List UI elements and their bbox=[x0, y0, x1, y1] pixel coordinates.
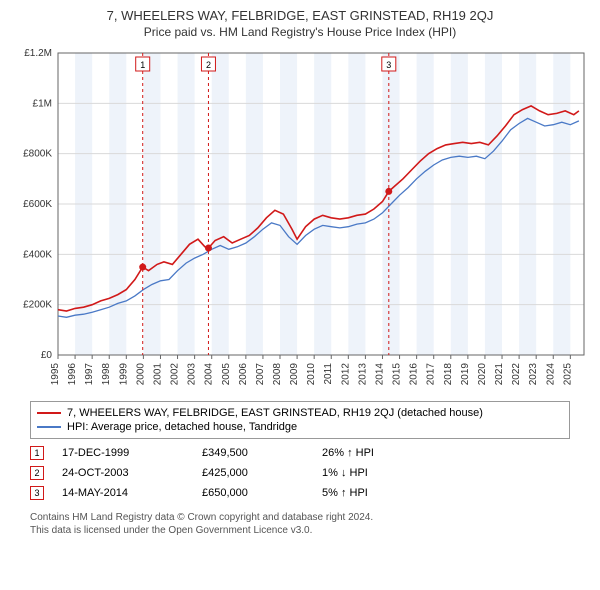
svg-text:2016: 2016 bbox=[409, 363, 420, 386]
sale-event-row: 1 17-DEC-1999£349,50026% ↑ HPI bbox=[30, 443, 590, 463]
svg-text:1995: 1995 bbox=[50, 363, 61, 386]
svg-text:2001: 2001 bbox=[152, 363, 163, 386]
svg-text:2: 2 bbox=[206, 60, 211, 70]
legend-label: HPI: Average price, detached house, Tand… bbox=[67, 421, 297, 433]
event-price: £650,000 bbox=[202, 487, 322, 499]
svg-text:2013: 2013 bbox=[357, 363, 368, 386]
svg-text:£800K: £800K bbox=[23, 149, 52, 160]
event-vs-hpi: 26% ↑ HPI bbox=[322, 447, 374, 459]
legend-row: HPI: Average price, detached house, Tand… bbox=[37, 420, 563, 434]
svg-text:1998: 1998 bbox=[101, 363, 112, 386]
svg-text:2014: 2014 bbox=[374, 363, 385, 386]
svg-text:2019: 2019 bbox=[460, 363, 471, 386]
svg-text:2010: 2010 bbox=[306, 363, 317, 386]
event-marker-icon: 1 bbox=[30, 446, 44, 460]
svg-text:1999: 1999 bbox=[118, 363, 129, 386]
price-chart-svg: £0 £200K £400K £600K £800K £1M £1.2M 1995 1996 19… bbox=[10, 45, 590, 395]
svg-text:1: 1 bbox=[140, 60, 145, 70]
event-vs-hpi: 5% ↑ HPI bbox=[322, 487, 368, 499]
svg-text:1996: 1996 bbox=[67, 363, 78, 386]
chart-container: 7, WHEELERS WAY, FELBRIDGE, EAST GRINSTE… bbox=[0, 0, 600, 547]
chart-area: £0 £200K £400K £600K £800K £1M £1.2M 1995 1996 19… bbox=[10, 45, 590, 395]
title-address: 7, WHEELERS WAY, FELBRIDGE, EAST GRINSTE… bbox=[10, 8, 590, 23]
svg-text:2008: 2008 bbox=[272, 363, 283, 386]
legend-row: 7, WHEELERS WAY, FELBRIDGE, EAST GRINSTE… bbox=[37, 406, 563, 420]
svg-text:2004: 2004 bbox=[204, 363, 215, 386]
legend-swatch bbox=[37, 426, 61, 428]
svg-text:2020: 2020 bbox=[477, 363, 488, 386]
event-date: 24-OCT-2003 bbox=[62, 467, 202, 479]
footnote-line: This data is licensed under the Open Gov… bbox=[30, 524, 590, 537]
event-marker-icon: 3 bbox=[30, 486, 44, 500]
title-subtitle: Price paid vs. HM Land Registry's House … bbox=[10, 25, 590, 39]
footnote: Contains HM Land Registry data © Crown c… bbox=[30, 511, 590, 537]
legend-swatch bbox=[37, 412, 61, 414]
svg-text:£200K: £200K bbox=[23, 300, 52, 311]
footnote-line: Contains HM Land Registry data © Crown c… bbox=[30, 511, 590, 524]
svg-text:2000: 2000 bbox=[135, 363, 146, 386]
svg-text:2009: 2009 bbox=[289, 363, 300, 386]
event-marker-icon: 2 bbox=[30, 466, 44, 480]
legend-label: 7, WHEELERS WAY, FELBRIDGE, EAST GRINSTE… bbox=[67, 407, 483, 419]
svg-text:1997: 1997 bbox=[84, 363, 95, 386]
event-vs-hpi: 1% ↓ HPI bbox=[322, 467, 368, 479]
svg-text:2003: 2003 bbox=[187, 363, 198, 386]
svg-text:2024: 2024 bbox=[545, 363, 556, 386]
svg-text:2017: 2017 bbox=[426, 363, 437, 386]
sale-event-row: 2 24-OCT-2003£425,0001% ↓ HPI bbox=[30, 463, 590, 483]
svg-text:£600K: £600K bbox=[23, 199, 52, 210]
event-price: £349,500 bbox=[202, 447, 322, 459]
svg-text:2023: 2023 bbox=[528, 363, 539, 386]
svg-text:2021: 2021 bbox=[494, 363, 505, 386]
svg-text:2007: 2007 bbox=[255, 363, 266, 386]
title-block: 7, WHEELERS WAY, FELBRIDGE, EAST GRINSTE… bbox=[10, 8, 590, 39]
event-price: £425,000 bbox=[202, 467, 322, 479]
svg-text:2022: 2022 bbox=[511, 363, 522, 386]
svg-text:3: 3 bbox=[386, 60, 391, 70]
svg-text:£400K: £400K bbox=[23, 249, 52, 260]
svg-text:2018: 2018 bbox=[443, 363, 454, 386]
svg-text:2015: 2015 bbox=[392, 363, 403, 386]
svg-text:2025: 2025 bbox=[562, 363, 573, 386]
event-date: 17-DEC-1999 bbox=[62, 447, 202, 459]
legend: 7, WHEELERS WAY, FELBRIDGE, EAST GRINSTE… bbox=[30, 401, 570, 439]
svg-text:2012: 2012 bbox=[340, 363, 351, 386]
svg-text:2005: 2005 bbox=[221, 363, 232, 386]
event-date: 14-MAY-2014 bbox=[62, 487, 202, 499]
svg-text:2011: 2011 bbox=[323, 363, 334, 385]
svg-text:£1M: £1M bbox=[33, 98, 52, 109]
svg-text:2002: 2002 bbox=[170, 363, 181, 386]
sale-event-row: 3 14-MAY-2014£650,0005% ↑ HPI bbox=[30, 483, 590, 503]
svg-text:£1.2M: £1.2M bbox=[24, 48, 52, 59]
svg-text:£0: £0 bbox=[41, 350, 53, 361]
sale-events-table: 1 17-DEC-1999£349,50026% ↑ HPI 2 24-OCT-200… bbox=[30, 443, 590, 503]
svg-text:2006: 2006 bbox=[238, 363, 249, 386]
